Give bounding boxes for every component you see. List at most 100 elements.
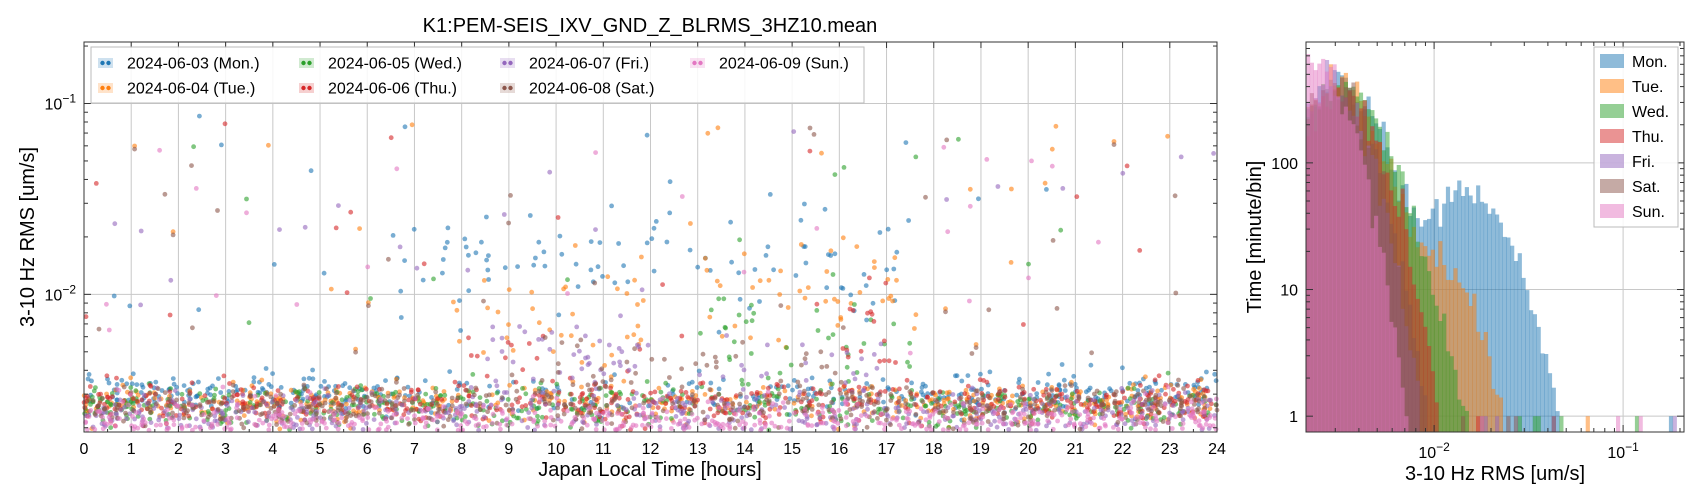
scatter-point [930, 390, 936, 395]
scatter-point [485, 305, 490, 311]
scatter-point [950, 392, 956, 397]
scatter-point [815, 411, 820, 416]
scatter-point [466, 288, 472, 294]
scatter-point [121, 384, 127, 390]
scatter-point [528, 402, 534, 407]
scatter-point [744, 394, 749, 400]
scatter-point [333, 390, 339, 396]
scatter-point [449, 395, 455, 401]
scatter-point [1015, 399, 1021, 404]
scatter-point [440, 257, 446, 262]
scatter-point [944, 197, 949, 202]
scatter-point [776, 337, 781, 343]
histogram-bar [1551, 416, 1556, 432]
scatter-point [616, 346, 622, 351]
scatter-point [877, 230, 883, 235]
scatter-point [1187, 394, 1193, 399]
scatter-point [715, 410, 721, 416]
scatter-point [153, 422, 159, 428]
scatter-point [368, 399, 374, 405]
scatter-point [393, 403, 399, 408]
scatter-point [525, 425, 531, 430]
scatter-point [979, 386, 984, 392]
scatter-point [824, 364, 830, 369]
histogram-bar [1502, 236, 1507, 432]
scatter-point [1091, 397, 1097, 403]
scatter-point [369, 392, 375, 398]
scatter-point [555, 215, 561, 220]
scatter-point [819, 405, 825, 410]
scatter-point [843, 415, 849, 420]
scatter-point [784, 412, 790, 417]
scatter-point [740, 387, 746, 392]
scatter-point [1158, 403, 1164, 409]
scatter-point [857, 391, 863, 396]
scatter-x-tick-label: 16 [830, 441, 848, 458]
scatter-point [894, 277, 899, 283]
scatter-point [235, 401, 240, 407]
scatter-point [861, 272, 867, 277]
scatter-point [216, 376, 221, 381]
scatter-point [936, 410, 942, 416]
scatter-point [344, 290, 350, 295]
scatter-point [763, 253, 769, 258]
scatter-point [189, 380, 195, 386]
scatter-point [519, 418, 525, 424]
scatter-point [588, 267, 594, 273]
scatter-point [1173, 414, 1178, 420]
scatter-point [624, 334, 630, 340]
scatter-point [832, 370, 838, 376]
scatter-point [250, 405, 255, 411]
scatter-point [1144, 421, 1150, 427]
scatter-point [667, 179, 673, 185]
scatter-point [247, 400, 253, 405]
scatter-point [745, 381, 751, 387]
scatter-point [523, 406, 529, 412]
scatter-point [502, 265, 508, 271]
scatter-point [406, 421, 411, 427]
scatter-point [770, 401, 776, 406]
scatter-point [354, 384, 360, 390]
scatter-point [1102, 422, 1108, 427]
scatter-point [617, 359, 622, 365]
scatter-point [218, 401, 224, 407]
scatter-point [513, 379, 519, 385]
scatter-point [419, 408, 425, 414]
scatter-point [967, 403, 973, 409]
scatter-point [477, 395, 483, 400]
scatter-point [651, 225, 657, 231]
scatter-point [871, 352, 877, 357]
histogram-x-axis-label: 3-10 Hz RMS [um/s] [1405, 463, 1585, 485]
scatter-point [212, 392, 217, 398]
scatter-point [531, 417, 537, 423]
scatter-point [849, 390, 855, 396]
scatter-point [1180, 426, 1185, 431]
scatter-point [716, 329, 722, 335]
scatter-point [641, 394, 647, 399]
scatter-point [215, 422, 221, 427]
histogram-bar [1411, 338, 1416, 432]
scatter-point [1176, 377, 1181, 383]
scatter-point [724, 397, 730, 402]
scatter-point [1146, 407, 1151, 412]
scatter-point [251, 379, 257, 385]
scatter-legend-swatch [98, 83, 113, 93]
histogram-bar [1525, 290, 1530, 432]
scatter-point [743, 421, 748, 427]
scatter-point [256, 417, 262, 423]
scatter-point [751, 407, 757, 413]
scatter-point [618, 411, 624, 417]
histogram-bar [1457, 282, 1462, 432]
scatter-point [814, 396, 819, 402]
scatter-point [310, 367, 315, 373]
scatter-point [106, 380, 112, 386]
scatter-point [757, 417, 763, 423]
histogram-bar [1340, 114, 1345, 433]
scatter-point [331, 401, 337, 406]
scatter-point [950, 426, 956, 432]
scatter-point [503, 402, 509, 408]
scatter-point [141, 416, 147, 422]
scatter-point [981, 378, 986, 383]
scatter-point [695, 264, 701, 270]
scatter-point [136, 403, 142, 408]
